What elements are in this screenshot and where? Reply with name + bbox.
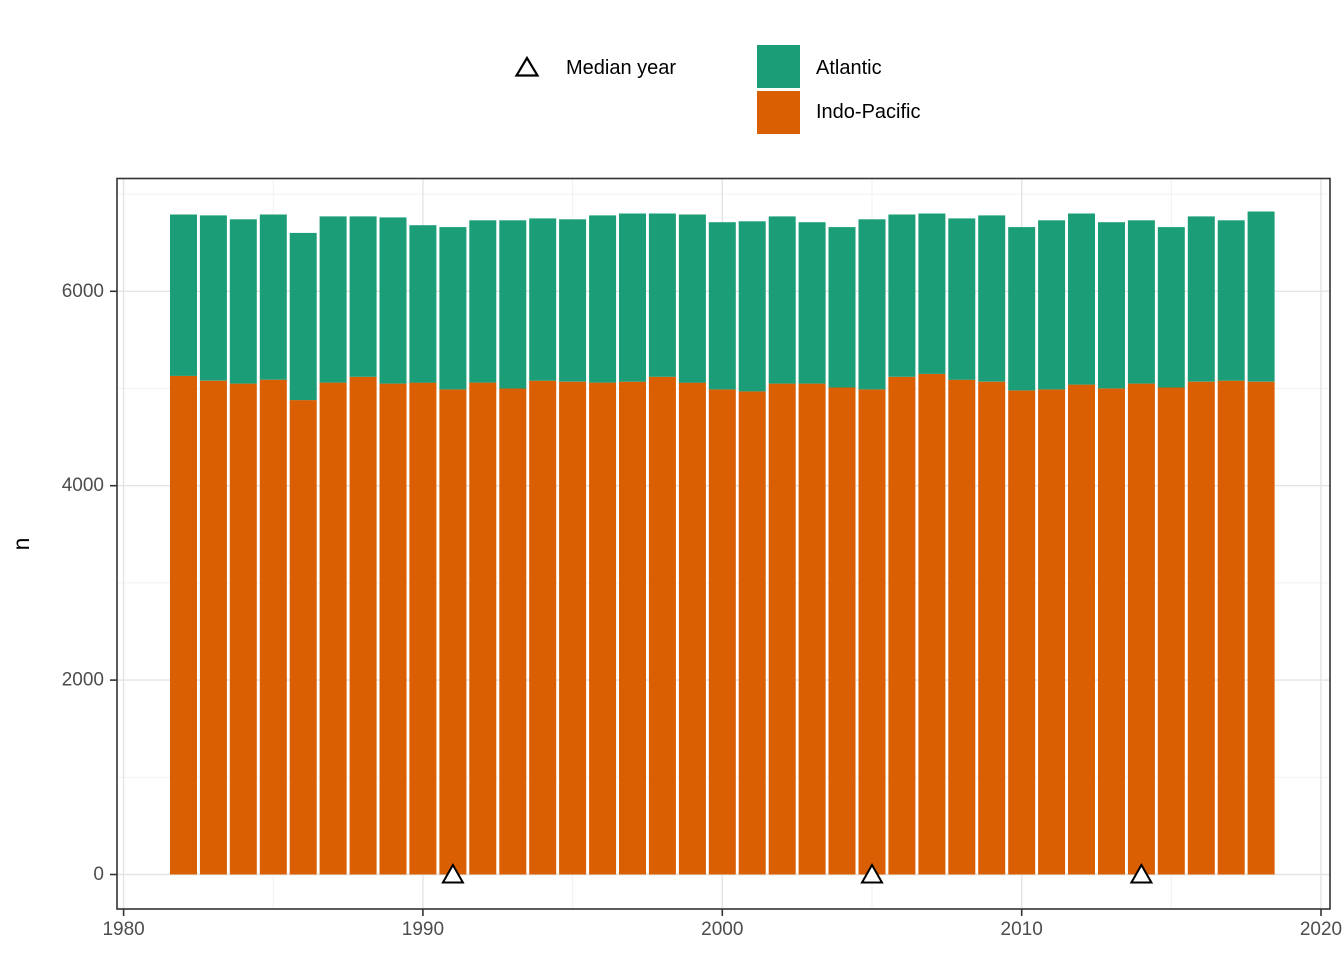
bar-1983-atlantic [199,215,227,381]
legend-label-atlantic: Atlantic [816,57,882,79]
bar-2006-indo-pacific [888,376,916,875]
bar-2002-indo-pacific [768,383,796,875]
bar-2014-indo-pacific [1127,383,1155,875]
x-tick-label: 2020 [1300,919,1342,940]
bar-2013-indo-pacific [1098,388,1125,875]
legend-key-indo-pacific [757,91,800,134]
bar-1998-atlantic [648,213,676,377]
bar-1991-indo-pacific [439,389,467,875]
bar-2010-atlantic [1008,227,1036,391]
y-tick-label: 0 [93,864,104,885]
bar-1984-indo-pacific [229,383,257,875]
bar-2006-atlantic [888,214,916,377]
bar-2007-atlantic [918,213,946,374]
bar-1990-atlantic [409,225,437,383]
bar-2010-indo-pacific [1008,390,1036,875]
bar-2016-indo-pacific [1187,381,1215,875]
bar-2011-indo-pacific [1038,389,1066,875]
bar-1988-atlantic [349,216,377,377]
bar-2008-indo-pacific [948,379,976,875]
bar-2004-indo-pacific [828,387,856,875]
bar-2002-atlantic [768,216,796,384]
bar-1987-indo-pacific [319,382,347,875]
panel-border [116,177,1331,910]
bar-2003-atlantic [798,222,826,384]
bar-1988-indo-pacific [349,376,377,875]
x-tick-label: 1990 [402,919,444,940]
bar-2000-indo-pacific [708,389,736,875]
bar-2012-indo-pacific [1068,384,1095,875]
bar-1996-atlantic [589,215,617,383]
bar-1985-indo-pacific [259,379,287,875]
bar-1999-indo-pacific [678,382,706,875]
bar-2003-indo-pacific [798,383,826,875]
bar-2004-atlantic [828,227,856,388]
bar-1993-atlantic [499,220,527,389]
bar-2005-atlantic [858,219,886,390]
y-tick-label: 6000 [62,281,104,302]
bar-2007-indo-pacific [918,373,946,875]
bar-1999-atlantic [678,214,706,383]
y-axis-title: n [8,537,34,551]
bar-1984-atlantic [229,219,257,384]
bar-2014-atlantic [1127,220,1155,384]
bar-2018-atlantic [1247,211,1275,382]
bar-1987-atlantic [319,216,347,383]
bar-1986-indo-pacific [289,400,317,875]
bar-1990-indo-pacific [409,382,437,875]
bar-2001-indo-pacific [738,391,766,875]
bar-2017-atlantic [1217,220,1245,381]
y-tick-label: 2000 [62,670,104,691]
bar-2009-atlantic [978,215,1006,382]
bar-1995-atlantic [559,219,587,382]
bar-1993-indo-pacific [499,388,527,875]
bar-1986-atlantic [289,232,317,401]
bar-2000-atlantic [708,222,736,390]
median-year-marker-2014 [1129,862,1154,884]
bar-1982-atlantic [170,214,197,376]
bar-1989-indo-pacific [379,383,407,875]
bar-2009-indo-pacific [978,381,1006,875]
bar-1994-atlantic [529,218,557,381]
x-tick-label: 2000 [701,919,743,940]
bar-1983-indo-pacific [199,380,227,875]
bar-1985-atlantic [259,214,287,380]
bar-1996-indo-pacific [589,382,617,875]
bar-1989-atlantic [379,217,407,384]
bar-1992-indo-pacific [469,382,497,875]
bar-1997-atlantic [619,213,646,382]
bar-2016-atlantic [1187,216,1215,382]
bar-1995-indo-pacific [559,381,587,875]
bar-2018-indo-pacific [1247,381,1275,875]
bar-2005-indo-pacific [858,389,886,875]
bar-2017-indo-pacific [1217,380,1245,875]
legend-label-median-year: Median year [566,57,677,79]
y-tick-label: 4000 [62,475,104,496]
bar-1994-indo-pacific [529,380,557,875]
bar-2015-indo-pacific [1157,387,1185,875]
bar-2001-atlantic [738,221,766,392]
legend-key-atlantic [757,45,800,88]
bar-1998-indo-pacific [648,376,676,875]
bar-1982-indo-pacific [170,375,197,875]
bar-1992-atlantic [469,220,497,383]
bar-1997-indo-pacific [619,381,646,875]
bar-2008-atlantic [948,218,976,380]
x-tick-label: 1980 [102,919,144,940]
bar-2012-atlantic [1068,213,1095,385]
median-year-triangle-icon [514,55,540,77]
median-year-marker-1991 [441,862,465,884]
legend-label-indo-pacific: Indo-Pacific [816,101,921,123]
median-year-marker-2005 [860,862,884,884]
bar-2013-atlantic [1098,222,1125,389]
bar-2015-atlantic [1157,227,1185,388]
bar-1991-atlantic [439,227,467,390]
bar-2011-atlantic [1038,220,1066,390]
x-tick-label: 2010 [1001,919,1043,940]
